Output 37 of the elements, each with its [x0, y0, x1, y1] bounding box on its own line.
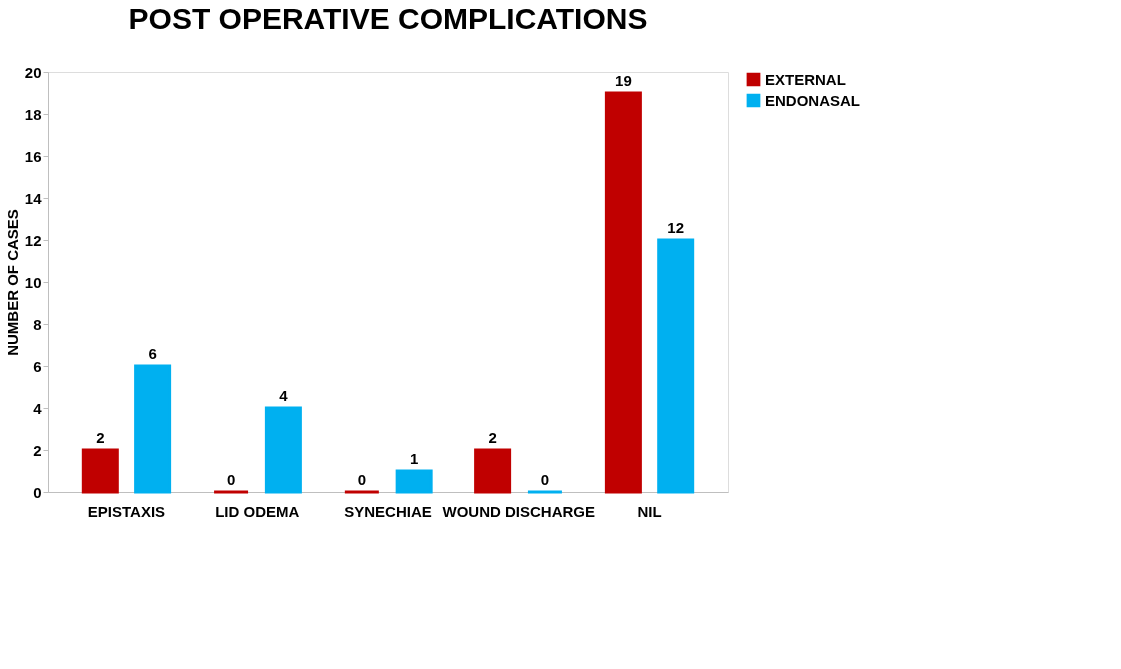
bar [264, 406, 302, 494]
y-tick-label: 4 [33, 399, 43, 417]
bar [604, 91, 642, 494]
bar [395, 469, 433, 494]
y-tick-label: 20 [24, 63, 42, 81]
data-label: 4 [279, 387, 289, 404]
y-tick-label: 6 [33, 357, 42, 375]
bar [134, 364, 172, 494]
x-tick-label: EPISTAXIS [87, 502, 166, 520]
y-tick-label: 12 [24, 231, 42, 249]
data-label: 0 [357, 471, 367, 488]
data-label: 6 [148, 345, 157, 362]
x-tick-label: SYNECHIAE [344, 502, 432, 520]
data-label: 2 [96, 429, 105, 446]
y-tick-label: 18 [24, 105, 42, 123]
y-tick-label: 10 [24, 273, 42, 291]
data-label: 0 [540, 471, 550, 488]
data-label: 2 [488, 429, 497, 446]
y-tick-label: 16 [24, 147, 42, 165]
bar [474, 448, 512, 494]
x-tick-label: LID ODEMA [215, 502, 300, 520]
chart-title: POST OPERATIVE COMPLICATIONS [128, 2, 648, 35]
y-tick-label: 0 [33, 483, 42, 501]
bar [657, 238, 695, 494]
y-tick-label: 14 [24, 189, 43, 207]
y-tick-label: 2 [33, 441, 42, 459]
x-tick-label: WOUND DISCHARGE [442, 502, 596, 520]
y-tick-label: 8 [33, 315, 42, 333]
data-label: 19 [615, 72, 632, 89]
data-label: 12 [667, 219, 685, 236]
legend-label: EXTERNAL [765, 70, 846, 88]
legend-label: ENDONASAL [765, 91, 861, 109]
data-label: 1 [409, 450, 419, 467]
y-axis-title: NUMBER OF CASES [3, 209, 21, 356]
bar [81, 448, 119, 494]
x-tick-label: NIL [637, 502, 662, 520]
data-label: 0 [226, 471, 236, 488]
